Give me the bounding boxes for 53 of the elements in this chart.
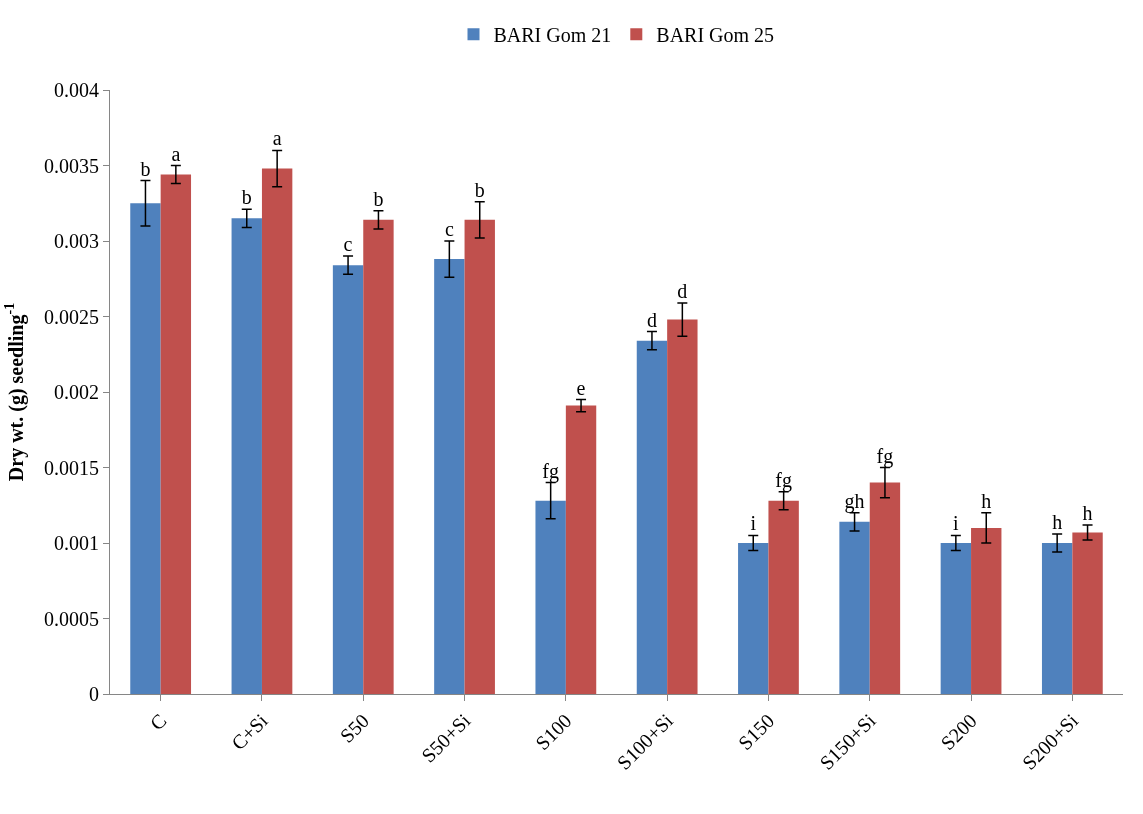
data-label: fg (542, 459, 559, 483)
data-label: b (140, 157, 151, 180)
bar (434, 259, 465, 694)
data-label: gh (844, 489, 865, 513)
data-label: i (953, 512, 960, 535)
bar (869, 482, 901, 694)
y-tick-label: 0.0035 (44, 154, 99, 177)
data-label: a (272, 127, 282, 150)
bar (464, 219, 495, 694)
y-tick-label: 0.003 (54, 230, 99, 252)
y-tick-label: 0.0025 (44, 305, 99, 328)
y-tick-label: 0.004 (54, 79, 99, 101)
bar (130, 203, 161, 694)
bar (565, 405, 597, 694)
bar (971, 527, 1002, 694)
y-tick-label: 0.0015 (44, 456, 99, 479)
data-label: h (1082, 501, 1093, 524)
legend-label: BARI Gom 21 (493, 24, 612, 47)
data-label: c (444, 218, 454, 240)
data-label: b (373, 187, 384, 210)
bar (940, 543, 972, 694)
data-label: c (343, 233, 353, 256)
x-tick-label: S50 (335, 709, 374, 747)
data-label: h (1052, 510, 1063, 533)
bar (768, 500, 799, 694)
bar (332, 265, 364, 694)
y-tick-label: 0.0005 (44, 607, 99, 630)
bar (160, 174, 192, 694)
data-label: b (241, 186, 252, 209)
bar (363, 219, 394, 694)
data-label: d (677, 279, 688, 302)
data-label: fg (876, 444, 894, 468)
data-label: a (171, 142, 181, 165)
bar (231, 218, 262, 694)
bar (1041, 543, 1073, 694)
x-tick-label: C (145, 709, 171, 735)
data-label: d (646, 308, 657, 331)
y-tick-label: 0 (89, 683, 99, 705)
bar (636, 340, 668, 694)
bar (535, 500, 566, 694)
data-label: i (750, 512, 757, 535)
legend-label: BARI Gom 25 (656, 24, 775, 47)
bar (738, 543, 769, 694)
bar (1072, 532, 1103, 694)
data-label: fg (775, 468, 792, 492)
bar (667, 319, 698, 694)
y-tick-label: 0.002 (54, 381, 99, 403)
data-label: h (981, 489, 992, 512)
bar (839, 521, 870, 694)
bar (261, 168, 293, 694)
data-label: e (576, 376, 586, 399)
y-tick-label: 0.001 (54, 532, 99, 554)
data-label: b (474, 178, 485, 201)
